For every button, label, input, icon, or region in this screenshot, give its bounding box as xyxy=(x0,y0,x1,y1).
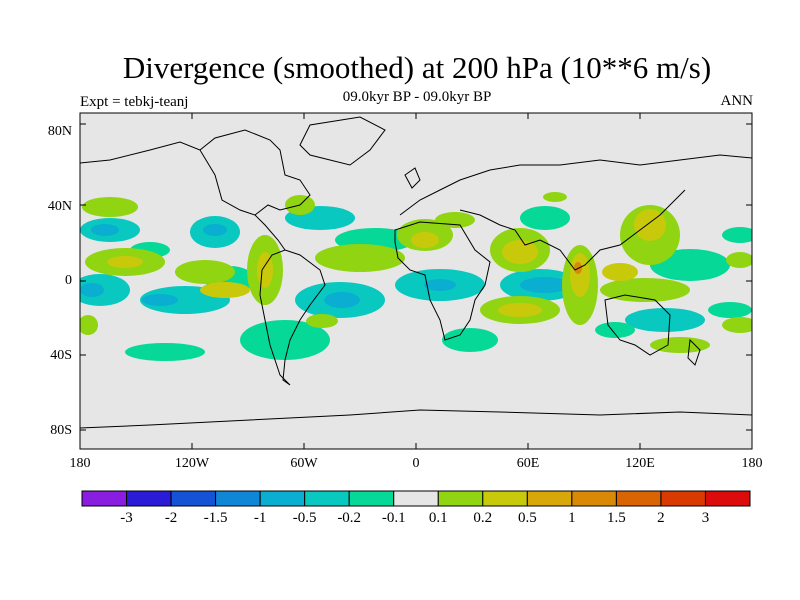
colorbar-level-label: 0.1 xyxy=(428,510,448,526)
colorbar-swatch xyxy=(571,490,617,507)
colorbar-swatch xyxy=(126,490,172,507)
colorbar xyxy=(81,490,751,507)
colorbar-level-label: -0.5 xyxy=(292,510,317,526)
plot-subtitle: 09.0kyr BP - 09.0kyr BP xyxy=(342,89,492,105)
lon-label-120w: 120W xyxy=(174,456,210,471)
lat-label-80s: 80S xyxy=(50,423,72,438)
colorbar-swatch xyxy=(526,490,573,507)
colorbar-level-label: 3 xyxy=(701,510,710,526)
colorbar-swatch xyxy=(304,490,350,507)
colorbar-level-label: -1.5 xyxy=(203,510,228,526)
axis-ticks xyxy=(79,113,753,449)
colorbar-swatch xyxy=(482,490,528,507)
coastlines xyxy=(80,116,752,429)
lon-label-0: 0 xyxy=(412,456,420,471)
lat-label-80n: 80N xyxy=(47,124,72,139)
colorbar-level-label: 1.5 xyxy=(607,510,626,526)
colorbar-swatch xyxy=(348,490,395,507)
lat-label-40s: 40S xyxy=(50,348,72,363)
colorbar-level-label: 1 xyxy=(568,510,576,526)
colorbar-level-label: -2 xyxy=(164,510,178,526)
lat-label-0: 0 xyxy=(65,273,72,288)
divergence-regions xyxy=(80,192,752,353)
colorbar-swatch xyxy=(215,490,261,507)
colorbar-level-label: 2 xyxy=(657,510,665,526)
colorbar-swatch xyxy=(660,490,706,507)
colorbar-swatch xyxy=(615,490,662,507)
colorbar-level-label: -1 xyxy=(253,510,267,526)
colorbar-level-label: -3 xyxy=(120,510,133,526)
colorbar-level-label: 0.5 xyxy=(517,510,537,526)
experiment-label: Expt = tebkj-teanj xyxy=(80,94,189,110)
colorbar-level-label: 0.2 xyxy=(473,510,493,526)
lat-label-40n: 40N xyxy=(47,199,72,214)
lon-label-180w: 180 xyxy=(69,456,91,471)
colorbar-swatch xyxy=(437,490,484,507)
colorbar-swatch xyxy=(81,490,128,507)
colorbar-swatch xyxy=(259,490,306,507)
lon-label-120e: 120E xyxy=(625,456,655,471)
divergence-contours xyxy=(80,192,752,361)
lon-label-180e: 180 xyxy=(741,456,763,471)
colorbar-swatch xyxy=(170,490,217,507)
lon-label-60w: 60W xyxy=(290,456,318,471)
colorbar-level-label: -0.2 xyxy=(337,510,362,526)
plot-title: Divergence (smoothed) at 200 hPa (10**6 … xyxy=(122,50,712,85)
season-label: ANN xyxy=(720,93,754,109)
colorbar-swatch xyxy=(393,490,439,507)
colorbar-swatch xyxy=(704,490,751,507)
lon-label-60e: 60E xyxy=(516,456,540,471)
colorbar-level-label: -0.1 xyxy=(381,510,406,526)
